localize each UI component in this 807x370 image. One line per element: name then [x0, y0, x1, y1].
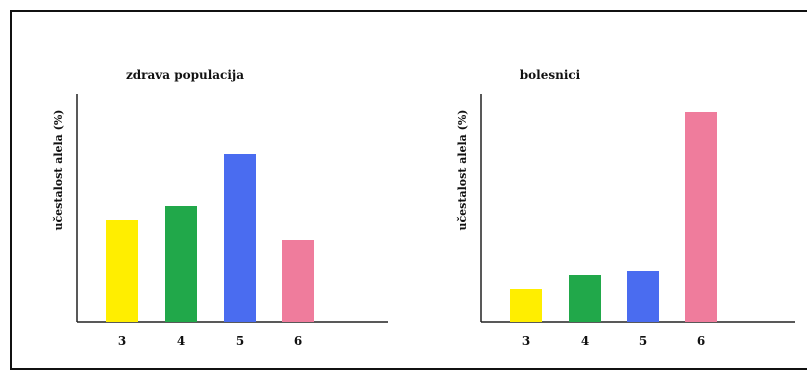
chart-left-bar-5 — [224, 154, 256, 322]
chart-left-bar-3 — [106, 220, 138, 322]
figure-frame — [10, 10, 807, 370]
chart-right-title: bolesnici — [520, 68, 581, 82]
chart-left-tick-label-6: 6 — [294, 334, 302, 348]
chart-right-bar-5 — [627, 271, 659, 322]
chart-left-tick-label-5: 5 — [236, 334, 244, 348]
chart-left-tick-label-4: 4 — [177, 334, 185, 348]
chart-right-tick-label-4: 4 — [581, 334, 589, 348]
chart-right-ticks: 3 4 5 6 — [522, 334, 705, 348]
chart-left-ylabel: učestalost alela (%) — [52, 109, 65, 230]
chart-right-tick-label-3: 3 — [522, 334, 530, 348]
chart-left-tick-label-3: 3 — [118, 334, 126, 348]
chart-right-ylabel: učestalost alela (%) — [456, 109, 469, 230]
chart-right-bar-3 — [510, 289, 542, 322]
chart-right-tick-label-6: 6 — [697, 334, 705, 348]
chart-left: zdrava populacija učestalost alela (%) 3… — [52, 68, 388, 348]
chart-right: bolesnici učestalost alela (%) 3 4 5 6 — [456, 68, 795, 348]
chart-left-bar-4 — [165, 206, 197, 322]
chart-left-bar-6 — [282, 240, 314, 322]
chart-left-bars — [106, 154, 314, 322]
chart-right-bar-6 — [685, 112, 717, 322]
chart-left-ticks: 3 4 5 6 — [118, 334, 302, 348]
chart-right-tick-label-5: 5 — [639, 334, 647, 348]
chart-right-bars — [510, 112, 717, 322]
chart-right-bar-4 — [569, 275, 601, 322]
chart-left-title: zdrava populacija — [126, 68, 244, 82]
